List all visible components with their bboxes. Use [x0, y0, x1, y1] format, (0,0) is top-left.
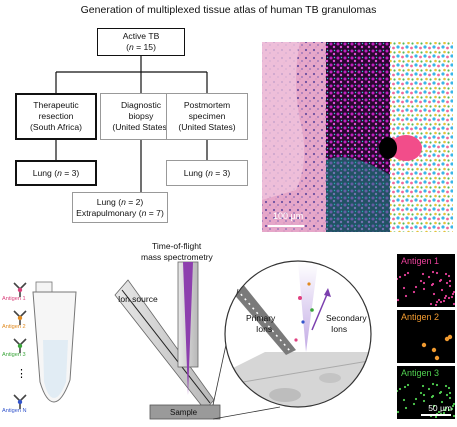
postmortem-line2: specimen: [188, 111, 226, 122]
antibody-item: Antigen 1: [2, 281, 36, 309]
active-tb-label: Active TB: [122, 31, 160, 42]
channel-label: Antigen 2: [401, 312, 440, 322]
antibody-icon: [2, 281, 36, 297]
figure-title: Generation of multiplexed tissue atlas o…: [80, 4, 377, 16]
channel-scale-line: [421, 414, 451, 416]
antibody-item: Antigen N: [2, 393, 36, 421]
lung-right-box: Lung (n = 3): [166, 160, 248, 186]
antibody-item: Antigen 2: [2, 309, 36, 337]
sample-slab: [149, 404, 221, 420]
active-tb-box: Active TB (n = 15): [97, 28, 185, 56]
tof-label-line2: mass spectrometry: [141, 252, 213, 262]
diagnostic-line2: biopsy: [128, 111, 154, 122]
bottom-line2: Extrapulmonary (n = 7): [76, 207, 164, 218]
channel-panel: Antigen 2: [397, 310, 455, 363]
antibody-item: Antigen 3: [2, 337, 36, 365]
lung-left-label: Lung (n = 3): [32, 167, 80, 178]
antibody-icon: [2, 393, 36, 409]
therapeutic-line1: Therapeutic: [33, 100, 79, 111]
antibody-label: Antigen 2: [2, 324, 26, 330]
channel-label: Antigen 3: [401, 368, 440, 378]
tof-label-line1: Time-of-flight: [152, 241, 202, 251]
active-tb-count: (n = 15): [126, 42, 156, 52]
tof-column: [177, 261, 199, 395]
microscopy-scale-bar: 100 µm: [273, 211, 304, 221]
antibody-icon: [2, 309, 36, 325]
postmortem-specimen-box: Postmortem specimen (United States): [166, 93, 248, 140]
postmortem-line1: Postmortem: [183, 100, 231, 111]
lung-extrapulmonary-box: Lung (n = 2) Extrapulmonary (n = 7): [72, 192, 168, 223]
therapeutic-resection-box: Therapeutic resection (South Africa): [15, 93, 97, 140]
secondary-ions-line1: Secondary: [326, 313, 367, 323]
antibody-icon: [2, 337, 36, 353]
antibody-legend: Antigen 1 Antigen 2 Antigen 3 ⋮ Antigen N: [2, 281, 36, 421]
antibody-label: ⋮: [16, 368, 27, 380]
channel-panels: Antigen 1 Antigen 2 Antigen 3 50 µm: [397, 254, 455, 424]
lung-right-label: Lung (n = 3): [183, 167, 231, 178]
lung-left-box: Lung (n = 3): [15, 160, 97, 186]
primary-ions-line1: Primary: [246, 313, 276, 323]
antibody-label: Antigen 3: [2, 352, 26, 358]
diagnostic-line3: (United States): [112, 121, 170, 132]
channel-scale-bar: 50 µm: [428, 403, 452, 413]
secondary-ions-line2: Ions: [331, 324, 348, 334]
antibody-label: Antigen 1: [2, 296, 26, 302]
primary-ions-line2: Ions: [256, 324, 273, 334]
therapeutic-line2: resection: [38, 111, 74, 122]
sample-tube: [32, 281, 77, 403]
antibody-label: Antigen N: [2, 408, 27, 414]
channel-panel: Antigen 3 50 µm: [397, 366, 455, 419]
diagnostic-line1: Diagnostic: [120, 100, 162, 111]
therapeutic-line3: (South Africa): [29, 121, 83, 132]
bottom-line1: Lung (n = 2): [96, 196, 144, 207]
antibody-item: ⋮: [2, 365, 36, 393]
ion-source-label: Ion source: [118, 294, 158, 304]
channel-label: Antigen 1: [401, 256, 440, 266]
postmortem-line3: (United States): [178, 121, 236, 132]
sample-label: Sample: [170, 408, 198, 417]
channel-panel: Antigen 1: [397, 254, 455, 307]
